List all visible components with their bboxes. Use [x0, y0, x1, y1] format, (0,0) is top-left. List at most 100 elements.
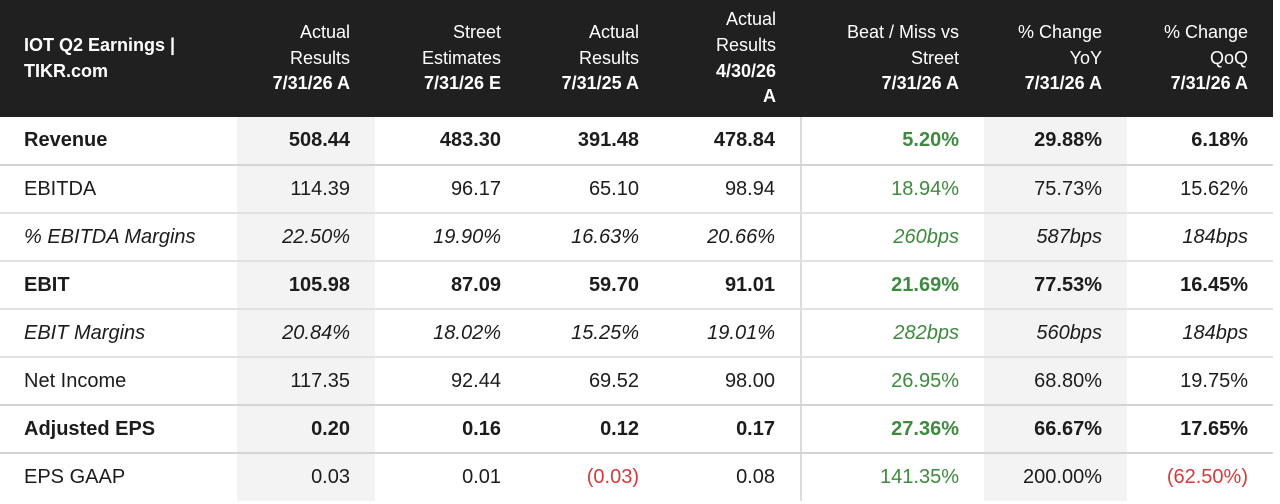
cell-beat-miss: 5.20% — [801, 117, 984, 166]
row-label: EPS GAAP — [24, 466, 126, 488]
cell-prior-year: 15.25% — [526, 309, 664, 358]
row-label: Revenue — [0, 117, 237, 166]
col-header-date-suffix: A — [763, 86, 776, 107]
col-header-line1: Actual — [299, 22, 350, 43]
cell-prior-quarter: 20.66% — [664, 213, 802, 262]
row-label: EBIT Margins — [0, 309, 237, 358]
cell-actual: 0.03 — [237, 453, 375, 501]
col-header-date: 7/31/26 A — [272, 73, 350, 94]
col-header-line2: Results — [578, 47, 639, 68]
header-row: IOT Q2 Earnings | TIKR.com Actual Result… — [0, 0, 1273, 117]
cell-prior-quarter: 91.01 — [664, 261, 802, 310]
cell-actual: 105.98 — [237, 261, 375, 310]
col-header-line2: Results — [715, 34, 776, 55]
cell-prior-quarter: 0.17 — [664, 405, 802, 454]
col-header-change-qoq: % Change QoQ 7/31/26 A — [1127, 0, 1273, 117]
col-header-beat-miss: Beat / Miss vs Street 7/31/26 A — [801, 0, 984, 117]
cell-actual: 20.84% — [237, 309, 375, 358]
col-header-actual-results: Actual Results 7/31/26 A — [237, 0, 375, 117]
cell-qoq: (62.50%) — [1166, 466, 1248, 488]
cell-qoq: 19.75% — [1127, 357, 1273, 406]
table-row-ebitda-margins: % EBITDA Margins 22.50% 19.90% 16.63% 20… — [0, 213, 1273, 262]
cell-prior-year: 69.52 — [526, 357, 664, 406]
cell-yoy: 77.53% — [984, 261, 1127, 310]
col-header-line2: Estimates — [421, 47, 501, 68]
cell-estimate: 18.02% — [375, 309, 526, 358]
row-label: EBITDA — [0, 165, 237, 214]
cell-yoy: 68.80% — [984, 357, 1127, 406]
table-row-ebit-margins: EBIT Margins 20.84% 18.02% 15.25% 19.01%… — [0, 309, 1273, 358]
cell-estimate: 96.17 — [375, 165, 526, 214]
col-header-street-estimates: Street Estimates 7/31/26 E — [375, 0, 526, 117]
col-header-date: 4/30/26 — [715, 60, 776, 81]
cell-estimate: 0.01 — [462, 466, 501, 488]
cell-prior-quarter: 98.00 — [664, 357, 802, 406]
cell-estimate: 92.44 — [375, 357, 526, 406]
cell-yoy: 560bps — [984, 309, 1127, 358]
table-row-eps-gaap: EPS GAAP 0.03 0.01 (0.03) 0.08 141.35% 2… — [0, 453, 1273, 501]
cell-beat-miss: 21.69% — [801, 261, 984, 310]
table-row-ebit: EBIT 105.98 87.09 59.70 91.01 21.69% 77.… — [0, 261, 1273, 310]
cell-qoq: 16.45% — [1127, 261, 1273, 310]
table-row-ebitda: EBITDA 114.39 96.17 65.10 98.94 18.94% 7… — [0, 165, 1273, 214]
cell-yoy: 75.73% — [984, 165, 1127, 214]
col-header-line2: YoY — [1069, 47, 1102, 68]
cell-yoy: 29.88% — [984, 117, 1127, 166]
table-header: IOT Q2 Earnings | TIKR.com Actual Result… — [0, 0, 1273, 117]
cell-qoq: 17.65% — [1127, 405, 1273, 454]
row-label: Adjusted EPS — [0, 405, 237, 454]
cell-beat-miss: 260bps — [801, 213, 984, 262]
cell-beat-miss: 282bps — [801, 309, 984, 358]
col-header-line1: Actual — [725, 9, 776, 30]
col-header-line2: QoQ — [1209, 47, 1248, 68]
cell-beat-miss: 18.94% — [801, 165, 984, 214]
cell-estimate: 87.09 — [375, 261, 526, 310]
cell-prior-year: 59.70 — [526, 261, 664, 310]
cell-prior-year: 16.63% — [526, 213, 664, 262]
col-header-date: 7/31/26 E — [423, 73, 501, 94]
cell-prior-year: 0.12 — [526, 405, 664, 454]
title-line-1: IOT Q2 Earnings | — [24, 34, 176, 55]
cell-prior-quarter: 98.94 — [664, 165, 802, 214]
col-header-date: 7/31/25 A — [561, 73, 639, 94]
cell-estimate: 483.30 — [375, 117, 526, 166]
row-label: Net Income — [0, 357, 237, 406]
col-header-line2: Results — [289, 47, 350, 68]
cell-yoy: 587bps — [984, 213, 1127, 262]
cell-prior-quarter: 478.84 — [664, 117, 802, 166]
col-header-line1: % Change — [1163, 22, 1248, 43]
table-row-revenue: Revenue 508.44 483.30 391.48 478.84 5.20… — [0, 117, 1273, 166]
cell-qoq: 6.18% — [1127, 117, 1273, 166]
cell-prior-quarter: 0.08 — [664, 453, 802, 501]
cell-prior-year: 391.48 — [526, 117, 664, 166]
table-title: IOT Q2 Earnings | TIKR.com — [0, 0, 237, 117]
cell-qoq: 15.62% — [1127, 165, 1273, 214]
cell-actual: 117.35 — [237, 357, 375, 406]
col-header-change-yoy: % Change YoY 7/31/26 A — [984, 0, 1127, 117]
col-header-actual-results-prior-year: Actual Results 7/31/25 A — [526, 0, 664, 117]
col-header-line1: Actual — [588, 22, 639, 43]
cell-beat-miss: 26.95% — [801, 357, 984, 406]
col-header-line1: Street — [452, 22, 501, 43]
cell-prior-quarter: 19.01% — [664, 309, 802, 358]
table-row-adjusted-eps: Adjusted EPS 0.20 0.16 0.12 0.17 27.36% … — [0, 405, 1273, 454]
cell-beat-miss: 27.36% — [801, 405, 984, 454]
cell-qoq: 184bps — [1127, 213, 1273, 262]
col-header-date: 7/31/26 A — [1024, 73, 1102, 94]
cell-actual: 22.50% — [237, 213, 375, 262]
col-header-date: 7/31/26 A — [881, 73, 959, 94]
table-row-net-income: Net Income 117.35 92.44 69.52 98.00 26.9… — [0, 357, 1273, 406]
cell-yoy: 66.67% — [984, 405, 1127, 454]
col-header-line1: % Change — [1017, 22, 1102, 43]
row-label: EBIT — [0, 261, 237, 310]
col-header-line1: Beat / Miss vs — [846, 22, 959, 43]
cell-prior-year: (0.03) — [586, 466, 639, 488]
col-header-actual-results-prior-quarter: Actual Results 4/30/26 A — [664, 0, 801, 117]
cell-actual: 114.39 — [237, 165, 375, 214]
cell-yoy: 200.00% — [984, 453, 1127, 501]
cell-estimate: 0.16 — [375, 405, 526, 454]
cell-estimate: 19.90% — [375, 213, 526, 262]
col-header-line2: Street — [910, 47, 959, 68]
title-line-2: TIKR.com — [24, 60, 109, 81]
